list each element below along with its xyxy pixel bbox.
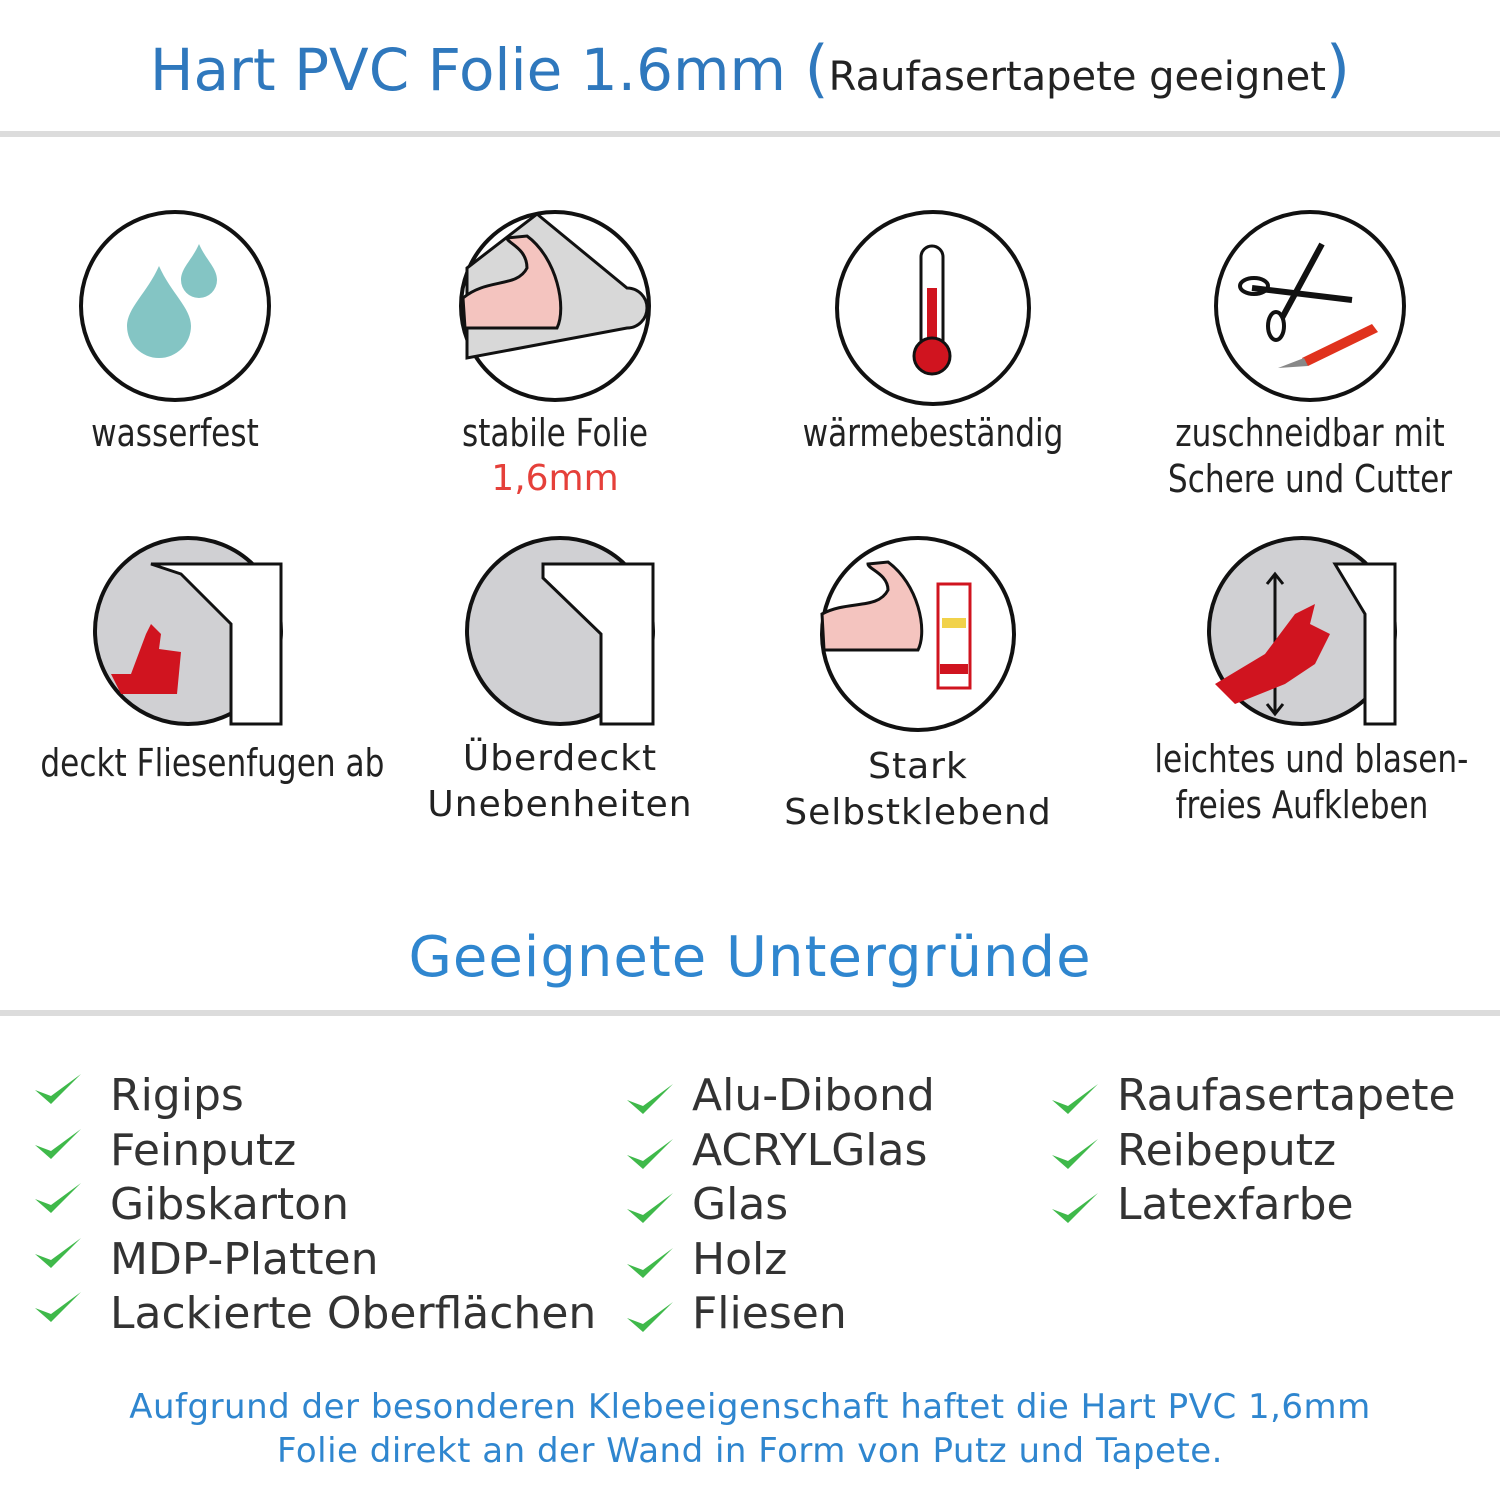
surface-item: Lackierte Oberflächen [110, 1288, 597, 1339]
check-icon [35, 1292, 81, 1322]
surface-item: Fliesen [692, 1288, 847, 1339]
divider [0, 1010, 1500, 1016]
feature-cuttable: zuschneidbar mit Schere und Cutter [1130, 208, 1490, 502]
footer-line: Aufgrund der besonderen Klebeeigenschaft… [129, 1387, 1371, 1427]
feature-waterproof: wasserfest [0, 208, 355, 456]
check-icon [35, 1074, 81, 1104]
page-title: Hart PVC Folie 1.6mm (Raufasertapete gee… [0, 32, 1500, 105]
surface-item: Raufasertapete [1117, 1070, 1456, 1121]
feature-covers-tile-joints: deckt Fliesenfugen ab [8, 534, 385, 786]
surface-item: MDP-Platten [110, 1233, 379, 1285]
surface-item: Glas [692, 1179, 789, 1230]
check-icon [627, 1193, 673, 1223]
feature-label: Selbstklebend [784, 792, 1052, 833]
check-icon [1052, 1084, 1098, 1114]
feature-strong-adhesive: Stark Selbstklebend [738, 534, 1098, 836]
scissors-cutter-icon [1214, 210, 1406, 402]
check-icon [627, 1302, 673, 1332]
section-title: Geeignete Untergründe [408, 925, 1092, 990]
feature-stable-film: stabile Folie 1,6mm [375, 208, 735, 502]
thumbs-up-tiles-icon [93, 536, 283, 726]
surface-item: Reibeputz [1117, 1124, 1337, 1176]
feature-easy-application: leichtes und blasen- freies Aufkleben [1122, 534, 1482, 828]
surface-item: ACRYLGlas [692, 1124, 928, 1176]
check-icon [627, 1247, 673, 1278]
footer-line: Folie direkt an der Wand in Form von Put… [277, 1431, 1223, 1471]
check-icon [1052, 1138, 1098, 1169]
check-icon [35, 1183, 81, 1213]
footer-note: Aufgrund der besonderen Klebeeigenschaft… [0, 1385, 1500, 1473]
feature-label: Schere und Cutter [1167, 457, 1453, 501]
film-corner-icon [465, 536, 655, 726]
feature-label: leichtes und blasen- [1154, 737, 1469, 781]
check-icon [627, 1138, 673, 1169]
feature-thickness: 1,6mm [491, 458, 619, 499]
feature-label: zuschneidbar mit [1175, 411, 1445, 455]
feature-label: Unebenheiten [427, 784, 693, 825]
feature-label: Überdeckt [462, 738, 658, 779]
surface-item: Alu-Dibond [692, 1070, 935, 1121]
strong-glue-icon [820, 536, 1016, 732]
paren: ) [1325, 32, 1351, 105]
surface-item: Feinputz [110, 1124, 297, 1176]
paren: ( [804, 32, 829, 105]
title-main: Hart PVC Folie 1.6mm [149, 36, 787, 104]
surface-item: Holz [692, 1233, 788, 1285]
feature-label: stabile Folie [461, 411, 649, 455]
check-icon [627, 1084, 673, 1114]
check-icon [1052, 1193, 1098, 1223]
strong-film-icon [459, 210, 651, 402]
feature-label: wasserfest [91, 411, 259, 455]
hand-smoothing-icon [1207, 536, 1397, 726]
divider [0, 131, 1500, 137]
feature-label: wärmebeständig [802, 411, 1064, 455]
title-subtitle: Raufasertapete geeignet [828, 54, 1326, 100]
feature-label: Stark [868, 746, 968, 787]
check-icon [35, 1128, 81, 1159]
surface-item: Latexfarbe [1117, 1179, 1354, 1230]
surface-item: Gibskarton [110, 1179, 349, 1230]
feature-label: freies Aufkleben [1175, 783, 1429, 827]
surface-item: Rigips [110, 1070, 244, 1121]
feature-covers-unevenness: Überdeckt Unebenheiten [380, 534, 740, 828]
feature-heat-resistant: wärmebeständig [753, 208, 1113, 456]
feature-label: deckt Fliesenfugen ab [40, 741, 385, 785]
water-drops-icon [79, 210, 271, 402]
check-icon [35, 1237, 81, 1268]
thermometer-icon [835, 210, 1031, 406]
